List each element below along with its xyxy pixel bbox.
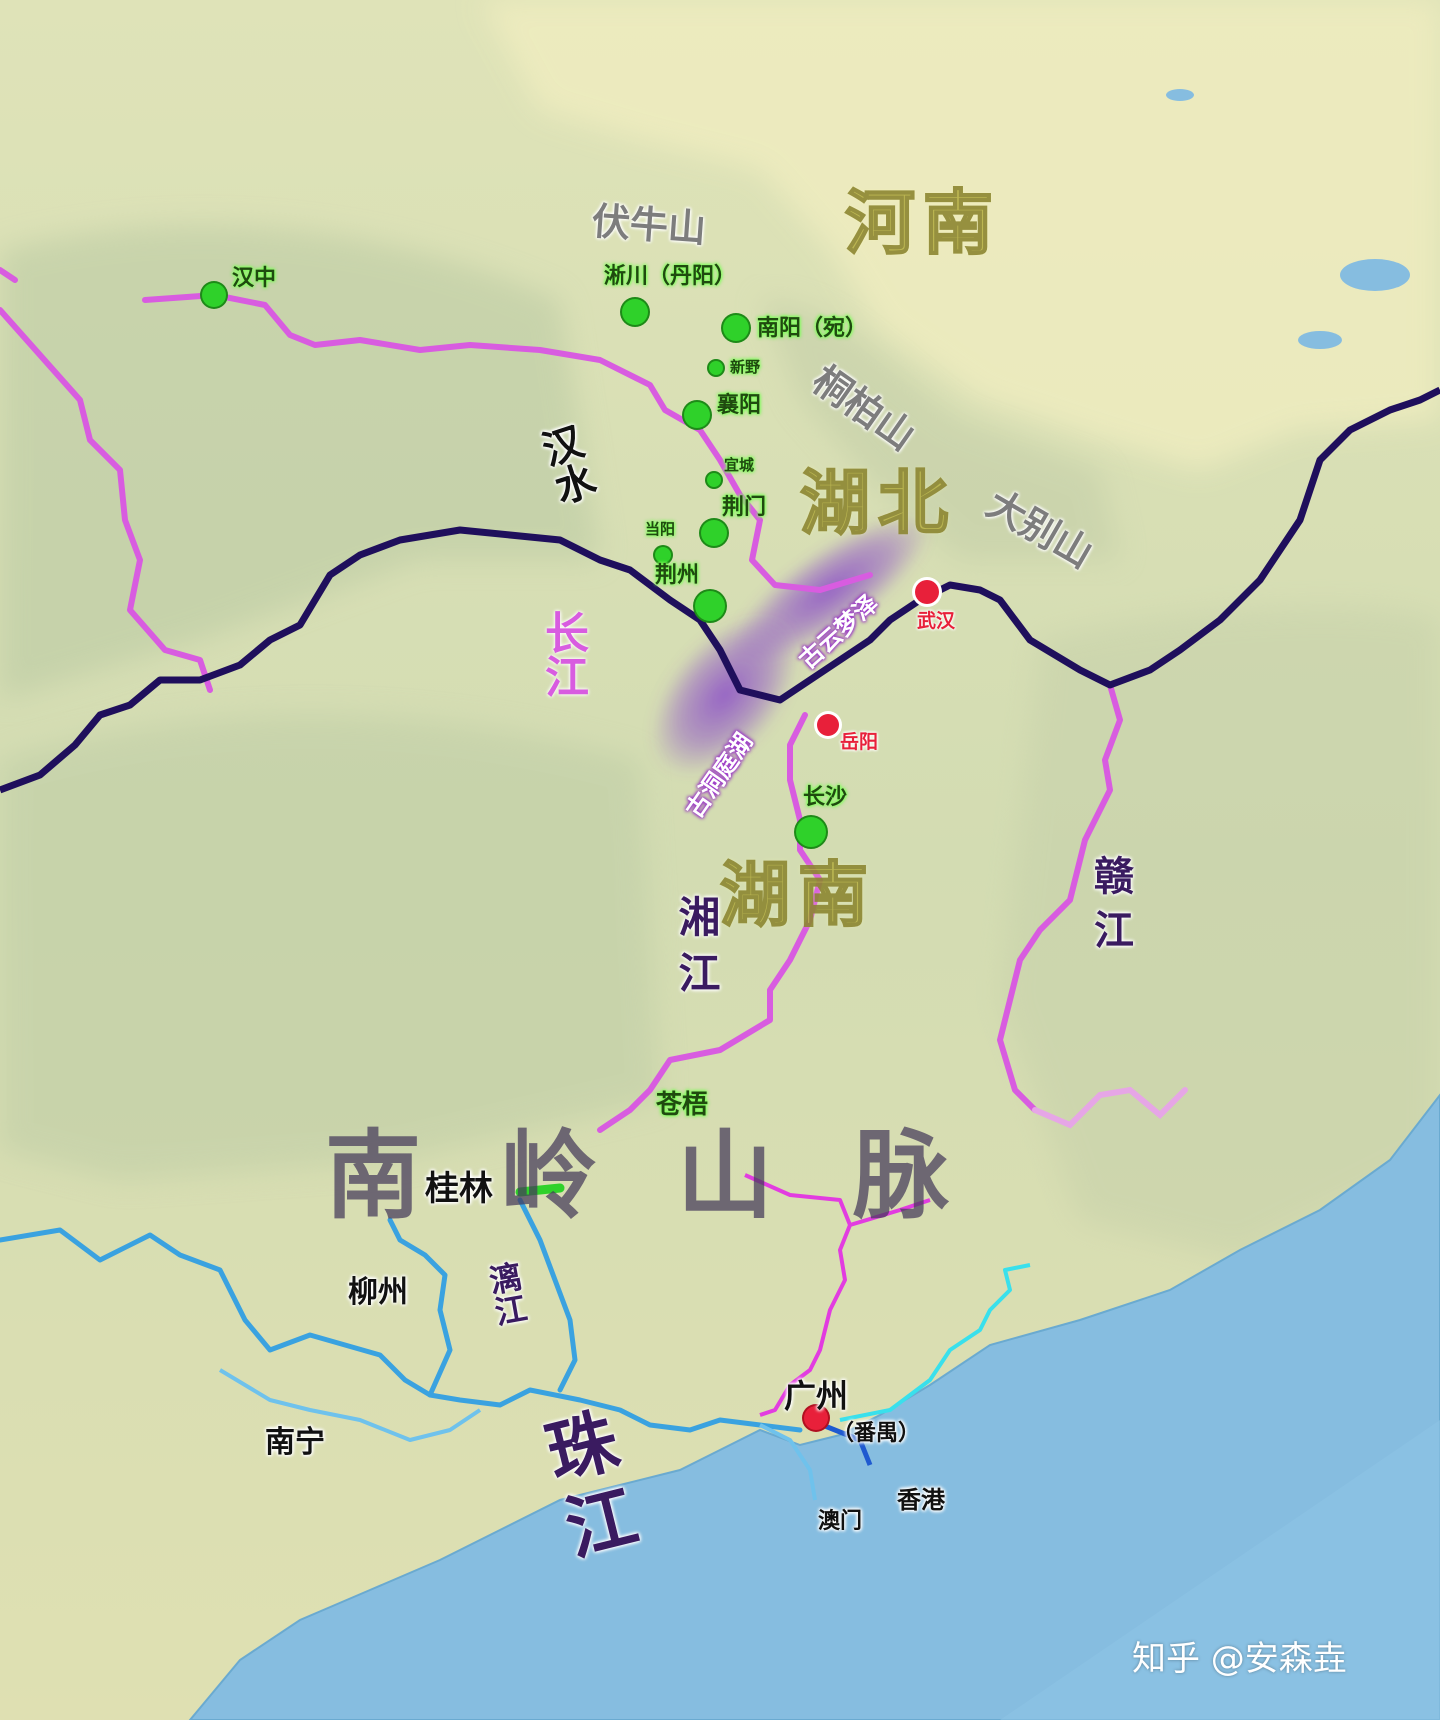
hanzhong-dot bbox=[202, 283, 226, 307]
city-xiangyang: 襄阳 bbox=[717, 393, 762, 418]
city-nanning: 南宁 bbox=[265, 1425, 325, 1460]
yicheng-dot bbox=[707, 473, 721, 487]
pearl-delta-east bbox=[809, 1417, 873, 1466]
xi-river bbox=[0, 1227, 803, 1433]
pearl-delta-west bbox=[759, 1423, 817, 1501]
northwest-river bbox=[0, 307, 213, 693]
city-cangwu: 苍梧 bbox=[656, 1090, 709, 1120]
city-hanzhong: 汉中 bbox=[232, 266, 277, 291]
liu-river bbox=[387, 1217, 453, 1398]
gu-dongtinghu-area bbox=[650, 614, 800, 776]
mountain-funiu: 伏牛山 bbox=[590, 198, 708, 251]
south-china-sea bbox=[188, 1093, 1440, 1720]
city-wuhan: 武汉 bbox=[917, 610, 956, 632]
city-guangzhou: 广州 bbox=[784, 1377, 849, 1415]
city-nanyang: 南阳（宛） bbox=[757, 316, 868, 341]
xiangyang-dot bbox=[684, 402, 710, 428]
southeast-hills-shade bbox=[1000, 606, 1440, 1260]
dabie-mountains-shade bbox=[760, 300, 1120, 560]
yangtze-river bbox=[0, 386, 1440, 794]
gan-river-upper bbox=[1032, 1086, 1188, 1129]
city-dangyang: 当阳 bbox=[645, 520, 676, 538]
nanling-mountains: 南岭山脉 bbox=[325, 1119, 1029, 1232]
province-henan: 河南 bbox=[844, 181, 1001, 264]
river-li-label: 漓江 bbox=[481, 1259, 531, 1329]
province-hunan: 湖南 bbox=[719, 853, 876, 936]
city-guilin: 桂林 bbox=[425, 1169, 493, 1209]
city-jingzhou: 荆州 bbox=[655, 563, 700, 588]
dangyang-dot bbox=[655, 547, 671, 563]
city-liuzhou: 柳州 bbox=[348, 1275, 408, 1310]
yungui-mountains-shade bbox=[0, 715, 660, 1180]
city-changsha: 长沙 bbox=[803, 785, 848, 810]
you-river bbox=[218, 1368, 482, 1442]
city-jingmen: 荆门 bbox=[722, 495, 767, 520]
lake-east-2 bbox=[1298, 331, 1342, 349]
watermark: 知乎 @安森垚 bbox=[1132, 1639, 1347, 1679]
li-river bbox=[517, 1197, 578, 1393]
river-gan-label: 赣江 bbox=[1087, 855, 1134, 963]
xiang-river bbox=[597, 712, 823, 1133]
city-yueyang: 岳阳 bbox=[840, 731, 879, 753]
han-river bbox=[142, 292, 873, 593]
jingmen-dot bbox=[701, 520, 727, 546]
lake-east-1 bbox=[1340, 259, 1410, 291]
river-xiang-label: 湘江 bbox=[672, 895, 721, 1007]
guangzhou-dot bbox=[804, 1406, 828, 1430]
lake-east-3 bbox=[1166, 89, 1194, 101]
sea-shade bbox=[1000, 1420, 1440, 1720]
city-xinye: 新野 bbox=[730, 358, 761, 376]
north-plain bbox=[480, 0, 1440, 470]
city-hongkong: 香港 bbox=[897, 1485, 945, 1514]
city-panyu: （番禺） bbox=[832, 1420, 921, 1446]
city-macau: 澳门 bbox=[818, 1508, 863, 1534]
xichuan-dot bbox=[622, 299, 648, 325]
jingzhou-dot bbox=[695, 591, 725, 621]
yueyang-dot bbox=[817, 714, 839, 736]
nanyang-dot bbox=[723, 315, 749, 341]
gan-river bbox=[997, 682, 1123, 1113]
province-hubei: 湖北 bbox=[799, 461, 956, 544]
xinye-dot bbox=[709, 361, 723, 375]
river-changjiang-label: 长江 bbox=[537, 610, 588, 698]
northwest-river-tip bbox=[0, 267, 18, 283]
dong-river bbox=[839, 1263, 1031, 1422]
lingqu-canal bbox=[515, 1183, 565, 1197]
city-yicheng: 宜城 bbox=[724, 456, 755, 474]
qinling-mountains-shade bbox=[0, 225, 600, 700]
city-xichuan: 淅川（丹阳） bbox=[604, 264, 737, 289]
wuhan-dot bbox=[915, 580, 939, 604]
changsha-dot bbox=[796, 817, 826, 847]
bei-river bbox=[744, 1173, 931, 1417]
